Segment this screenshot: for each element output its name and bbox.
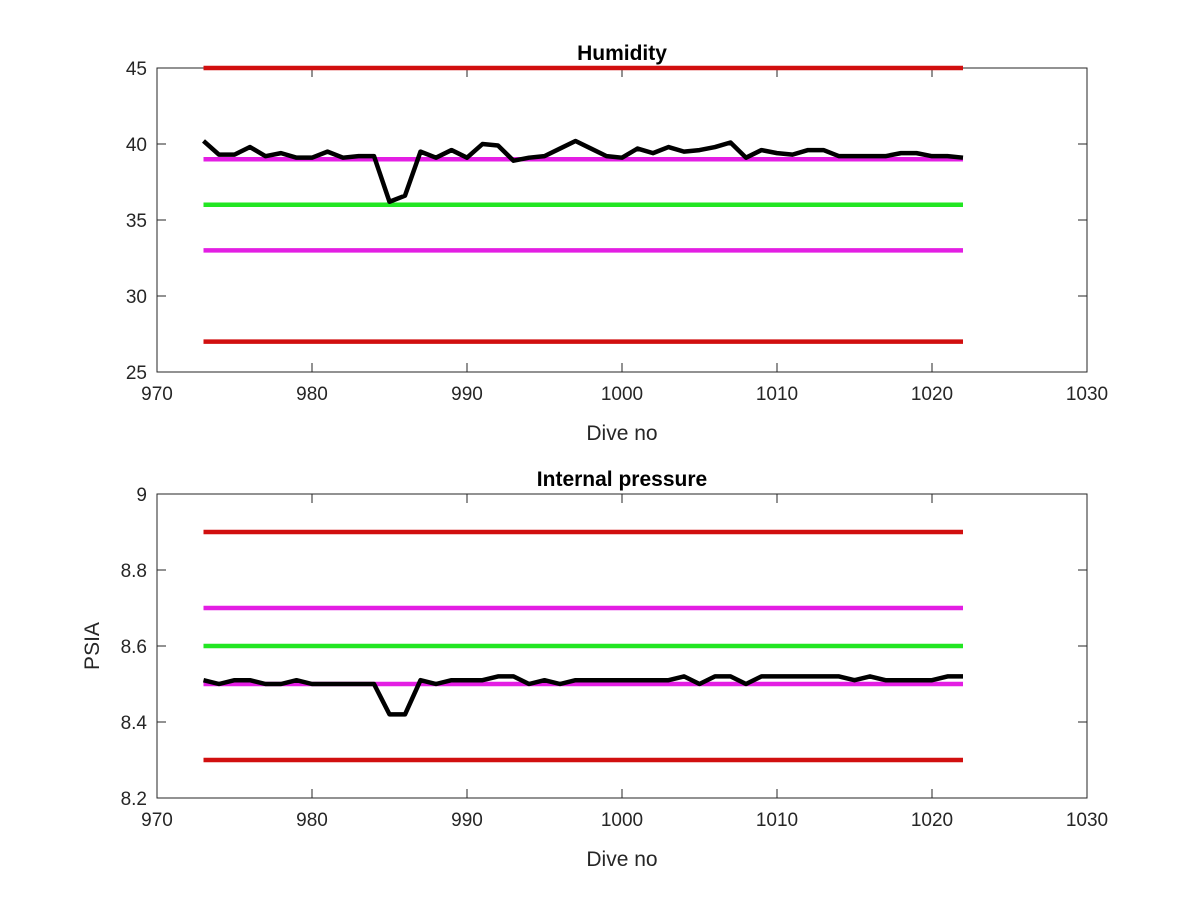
x-tick-label: 990 [451, 810, 483, 831]
x-axis-label: Dive no [586, 848, 657, 871]
y-tick-label: 25 [126, 363, 147, 384]
plot-title: Humidity [577, 42, 667, 65]
series-line [202, 138, 964, 205]
y-axis-label: PSIA [81, 622, 104, 670]
internal-pressure-plot: 970 980 990 1000 1010 1020 1030 8.2 8.4 8.6 8.8 9 In… [81, 468, 1108, 871]
x-tick-label: 970 [141, 384, 173, 405]
x-tick-label: 970 [141, 810, 173, 831]
x-axis-label: Dive no [586, 422, 657, 445]
humidity-plot: 970 980 990 1000 1010 1020 1030 25 30 35 40 45 Humid… [126, 42, 1108, 445]
y-tick-label: 45 [126, 59, 147, 80]
x-tick-label: 980 [296, 810, 328, 831]
y-tick-label: 9 [136, 485, 147, 506]
axes-box [156, 67, 1088, 373]
x-tick-label: 1020 [911, 384, 953, 405]
x-tick-label: 1000 [601, 810, 643, 831]
y-tick-label: 8.2 [121, 789, 147, 810]
x-tick-label: 1010 [756, 810, 798, 831]
x-tick-label: 990 [451, 384, 483, 405]
y-tick-label: 8.4 [121, 713, 148, 734]
y-tick-label: 30 [126, 287, 147, 308]
x-tick-label: 1030 [1066, 810, 1108, 831]
y-tick-label: 35 [126, 211, 147, 232]
x-tick-label: 980 [296, 384, 328, 405]
y-tick-label: 8.8 [121, 561, 147, 582]
x-tick-label: 1020 [911, 810, 953, 831]
plot-title: Internal pressure [537, 468, 707, 491]
y-tick-label: 40 [126, 135, 147, 156]
x-tick-label: 1010 [756, 384, 798, 405]
x-tick-label: 1030 [1066, 384, 1108, 405]
y-tick-label: 8.6 [121, 637, 147, 658]
series-line [202, 674, 963, 717]
x-tick-label: 1000 [601, 384, 643, 405]
